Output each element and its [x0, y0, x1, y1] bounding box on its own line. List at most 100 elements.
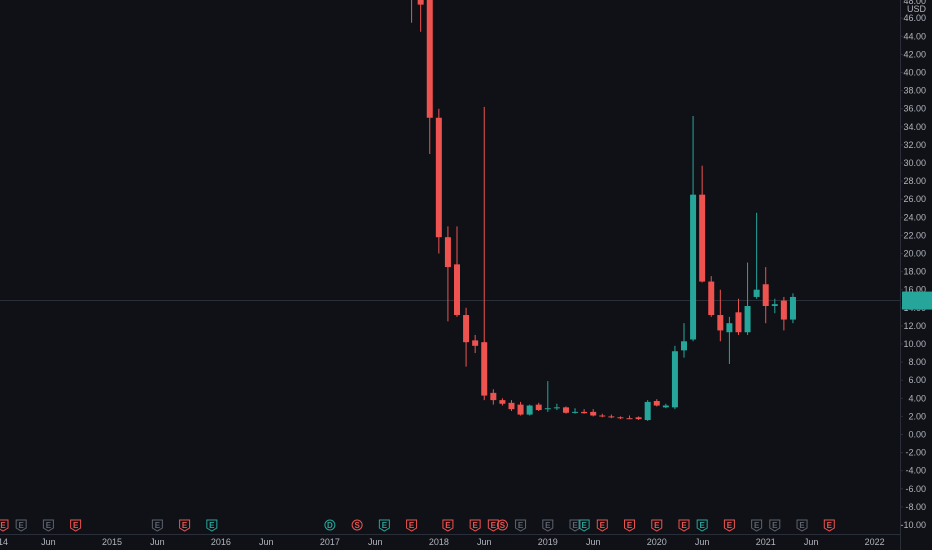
price-tick-label: 40.00 [903, 68, 926, 78]
currency-label: USD [907, 4, 927, 14]
event-marker-shape [351, 519, 363, 531]
event-marker[interactable]: E [578, 519, 590, 532]
event-marker-shape [578, 519, 590, 532]
candle [653, 399, 660, 407]
candle-body [708, 281, 715, 316]
event-marker[interactable]: E [696, 519, 708, 532]
price-tick-label: 32.00 [903, 140, 926, 150]
time-tick-label: 2018 [429, 537, 449, 547]
event-marker[interactable]: E [569, 519, 581, 532]
event-marker[interactable]: E [596, 519, 608, 532]
event-marker-letter: E [209, 521, 215, 530]
event-marker[interactable]: E [751, 519, 763, 532]
event-marker-letter: E [382, 521, 388, 530]
event-marker-shape [696, 519, 708, 532]
time-axis-background [0, 534, 900, 550]
price-tick-label: 44.00 [903, 31, 926, 41]
price-tick-label: 46.00 [903, 13, 926, 23]
event-marker[interactable]: E [151, 519, 163, 532]
event-marker[interactable]: E [723, 519, 735, 532]
price-tick-label: 18.00 [903, 267, 926, 277]
event-marker[interactable]: D [324, 519, 336, 531]
candle [508, 400, 515, 411]
candle-body [753, 289, 760, 297]
time-tick-label: Jun [259, 537, 274, 547]
event-marker[interactable]: E [823, 519, 835, 532]
event-marker-letter: E [545, 521, 551, 530]
price-tick-label: -6.00 [905, 484, 926, 494]
price-tick-label: 2.00 [908, 411, 926, 421]
time-tick-label: 2016 [211, 537, 231, 547]
candle-body [599, 415, 606, 417]
candle-body [572, 411, 579, 413]
event-marker-letter: E [699, 521, 705, 530]
candle-body [726, 323, 733, 333]
candle [626, 415, 633, 420]
event-marker[interactable]: E [769, 519, 781, 532]
time-tick-label: 2021 [756, 537, 776, 547]
event-marker-shape [70, 519, 82, 532]
time-tick-label: Jun [804, 537, 819, 547]
event-marker[interactable]: E [624, 519, 636, 532]
event-marker[interactable]: E [542, 519, 554, 532]
event-marker-shape [651, 519, 663, 532]
event-marker-letter: E [572, 521, 578, 530]
candle-body [617, 417, 624, 419]
event-marker[interactable]: E [515, 519, 527, 532]
event-marker-letter: E [681, 521, 687, 530]
time-axis[interactable]: 14 Jun 2015 Jun 2016 Jun 2017 Jun 2018 Jun 2019 Jun… [0, 534, 900, 550]
candle [635, 416, 642, 421]
time-tick-label: Jun [477, 537, 492, 547]
candle-body [644, 401, 651, 421]
candle [671, 345, 678, 410]
event-marker[interactable]: E [406, 519, 418, 532]
price-tick-label: 10.00 [903, 339, 926, 349]
event-marker[interactable]: E [15, 519, 27, 532]
event-marker[interactable]: E [651, 519, 663, 532]
candle-body [744, 305, 751, 333]
candle-body [417, 0, 424, 5]
event-marker[interactable]: E [206, 519, 218, 532]
event-marker[interactable]: E [378, 519, 390, 532]
candle-body [581, 411, 588, 414]
event-marker[interactable]: E [678, 519, 690, 532]
candle [608, 414, 615, 419]
event-marker[interactable]: E [179, 519, 191, 532]
event-marker-shape [796, 519, 808, 532]
candle-body [717, 315, 724, 331]
price-tick-label: 16.00 [903, 285, 926, 295]
event-marker-shape [515, 519, 527, 532]
event-marker[interactable]: E [42, 519, 54, 532]
event-marker[interactable]: E [0, 519, 9, 532]
event-marker-shape [569, 519, 581, 532]
candle-body [508, 402, 515, 410]
candle [735, 298, 742, 335]
candle [762, 267, 769, 324]
price-tick-label: 34.00 [903, 122, 926, 132]
event-marker[interactable]: E [70, 519, 82, 532]
price-tick-label: 0.00 [908, 430, 926, 440]
candle-body [608, 416, 615, 418]
event-marker[interactable]: E [796, 519, 808, 532]
candle-body [671, 351, 678, 408]
event-marker-shape [406, 519, 418, 532]
event-marker[interactable]: E [469, 519, 481, 532]
candle-body [635, 417, 642, 420]
event-marker-letter: E [155, 521, 161, 530]
event-marker-shape [624, 519, 636, 532]
event-marker[interactable]: E [442, 519, 454, 532]
event-marker[interactable]: S [496, 519, 508, 531]
candle-body [771, 304, 778, 306]
event-marker-shape [823, 519, 835, 532]
event-marker[interactable]: S [351, 519, 363, 531]
event-marker-shape [678, 519, 690, 532]
candle [789, 293, 796, 324]
event-marker-letter: E [182, 521, 188, 530]
candle [590, 409, 597, 417]
price-tick-label: -2.00 [905, 448, 926, 458]
event-marker[interactable]: E [487, 519, 499, 532]
time-tick-label: 2015 [102, 537, 122, 547]
